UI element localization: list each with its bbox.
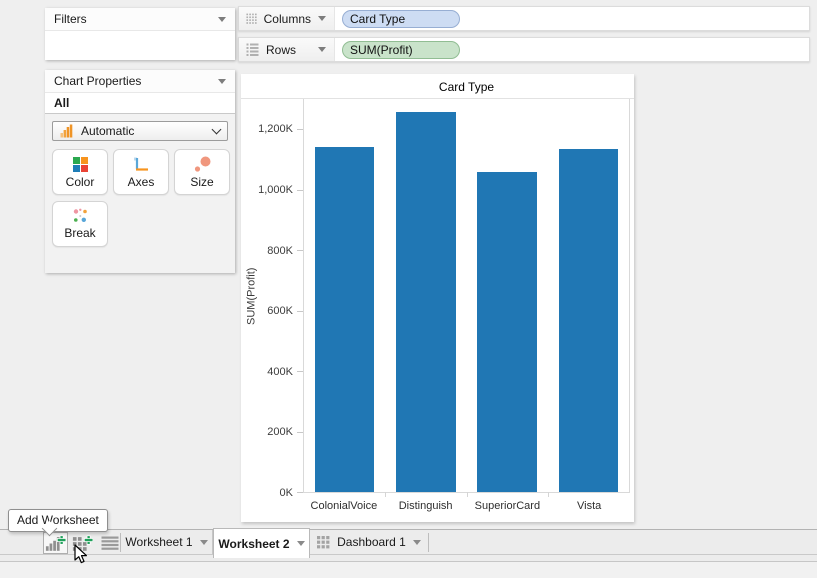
sheet-toolbar [43,532,122,554]
add-worksheet-tooltip: Add Worksheet [8,509,108,532]
x-category-label: SuperiorCard [474,500,541,512]
x-category-label: ColonialVoice [310,500,378,512]
bar-vista[interactable] [558,148,619,492]
add-dashboard-icon [72,534,93,551]
plot-area [297,99,630,497]
tab-dashboard-1-label: Dashboard 1 [337,535,406,549]
chart-properties-title: Chart Properties [54,74,142,88]
bar-colonialvoice[interactable] [314,147,375,492]
pill-card-type[interactable]: Card Type [342,10,460,28]
size-circles-icon [194,156,211,172]
add-worksheet-icon [45,534,66,551]
bar-band [385,99,466,492]
break-button-label: Break [64,226,96,240]
columns-shelf[interactable]: Columns Card Type [238,6,810,31]
status-bar [0,561,817,578]
y-tick-label: 1,000K [258,183,293,196]
add-worksheet-button[interactable] [43,532,68,554]
x-category-label: Distinguish [398,500,453,512]
x-axis-categories: ColonialVoice Distinguish SuperiorCard Vist… [303,497,630,512]
y-tick-label: 600K [267,305,293,318]
tab-strip-divider [0,554,817,555]
tab-separator [428,533,429,552]
tab-worksheet-2[interactable]: Worksheet 2 [213,528,310,558]
y-axis: 0K 200K 400K 600K 800K 1,000K 1,200K [241,99,303,499]
tab-dashboard-1-menu-icon[interactable] [412,539,421,545]
filters-panel-body[interactable] [45,31,235,59]
rows-shelf[interactable]: Rows SUM(Profit) [238,37,810,62]
y-tick-label: 400K [267,365,293,378]
y-tick-mark [297,310,303,312]
chart-properties-header[interactable]: Chart Properties [45,70,235,93]
color-swatches-icon [72,156,88,172]
filters-panel: Filters [45,8,235,60]
bar-superiorcard[interactable] [477,172,537,492]
rows-shelf-label-zone: Rows [239,38,335,61]
bar-band [548,99,629,492]
rows-shelf-icon [246,43,259,56]
scope-label: All [45,93,235,114]
break-dots-icon [73,208,87,222]
bars-container [304,99,629,492]
filters-panel-header[interactable]: Filters [45,8,235,31]
y-tick-mark [297,189,303,191]
y-tick-label: 200K [267,426,293,439]
dashboard-grid-icon [317,535,330,548]
axes-button-label: Axes [127,174,155,189]
x-band-tick [547,492,549,497]
y-tick-label: 800K [267,244,293,257]
chevron-down-icon [211,124,222,134]
x-band-tick [466,492,468,497]
size-button-label: Size [190,174,214,189]
break-button[interactable]: Break [52,201,108,247]
sheet-list-button[interactable] [97,532,122,554]
rows-shelf-label: Rows [266,42,297,57]
sheet-tab-bar: Worksheet 1 Worksheet 2 Dashboard 1 [0,528,817,561]
chart-card: Card Type SUM(Profit) 0K 200K 400K 600K 800K… [241,74,634,522]
chart-properties-panel: Chart Properties All Automatic Color [45,70,235,273]
tab-worksheet-2-menu-icon[interactable] [296,541,305,546]
x-category-label: Vista [576,500,602,512]
y-tick-label: 1,200K [258,123,293,136]
y-tick-mark [297,129,303,131]
tab-worksheet-1-label: Worksheet 1 [125,535,193,549]
rows-shelf-dropdown-icon[interactable] [318,47,326,52]
chart-title: Card Type [438,80,495,94]
bar-band [467,99,548,492]
mark-type-dropdown[interactable]: Automatic [52,121,228,141]
toolbar-separator [120,533,121,552]
sheet-list-icon [101,536,118,550]
tab-worksheet-1[interactable]: Worksheet 1 [121,530,213,554]
y-tick-label: 0K [279,487,293,499]
axes-icon [134,157,148,171]
columns-shelf-icon [246,13,257,24]
mark-type-bars-icon [60,124,73,138]
color-button[interactable]: Color [52,149,108,195]
x-band-tick [385,492,387,497]
cursor-arrow [74,544,87,564]
pill-sum-profit[interactable]: SUM(Profit) [342,41,460,59]
filters-panel-title: Filters [54,12,87,26]
y-tick-mark [297,431,303,433]
size-button[interactable]: Size [174,149,230,195]
columns-shelf-dropdown-icon[interactable] [318,16,326,21]
color-button-label: Color [65,174,95,189]
columns-shelf-label-zone: Columns [239,7,335,30]
filters-collapse-icon[interactable] [218,16,226,22]
y-tick-mark [297,250,303,252]
y-tick-mark [297,492,303,493]
columns-shelf-label: Columns [263,11,311,26]
tab-dashboard-1[interactable]: Dashboard 1 [310,530,428,554]
chart-title-band: Card Type [241,74,634,99]
add-dashboard-button[interactable] [70,532,95,554]
axes-button[interactable]: Axes [113,149,169,195]
mark-type-selected-label: Automatic [81,124,135,138]
tab-worksheet-1-menu-icon[interactable] [199,539,208,545]
chart-properties-collapse-icon[interactable] [218,78,226,84]
bar-distinguish[interactable] [396,111,456,492]
tab-worksheet-2-label: Worksheet 2 [218,536,290,551]
y-tick-mark [297,371,303,373]
bar-band [304,99,385,492]
